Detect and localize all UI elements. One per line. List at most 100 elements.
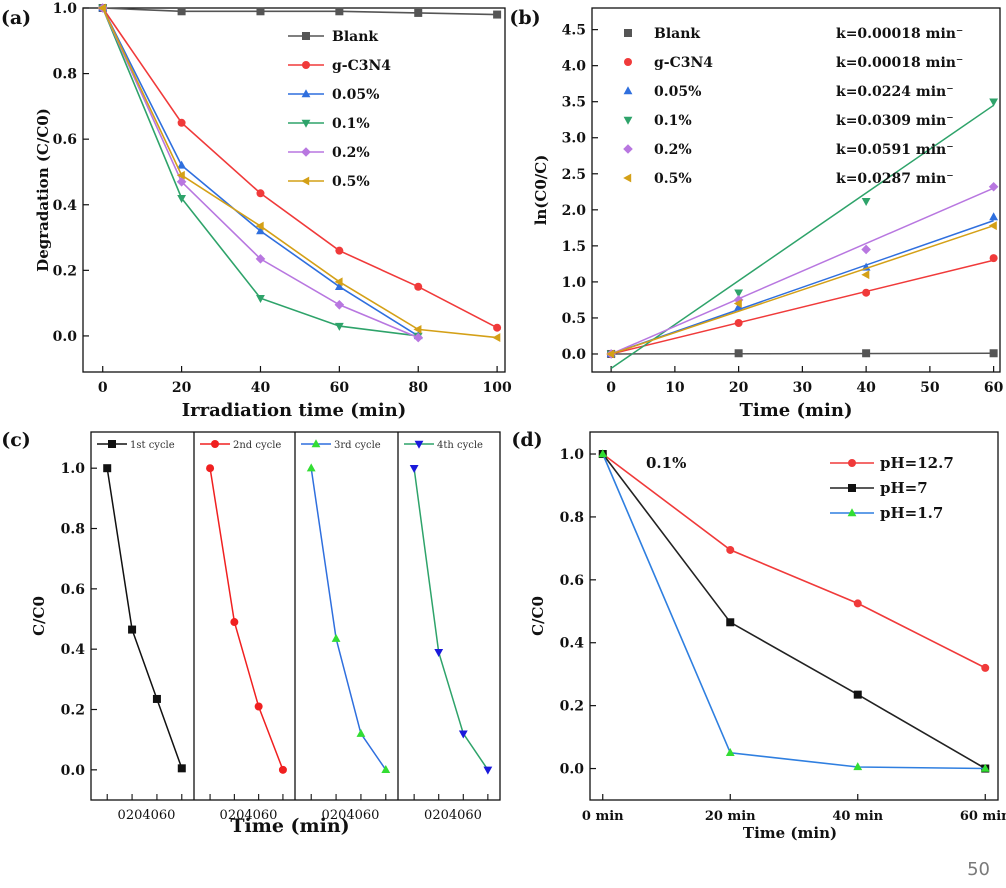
panel-b-legend-marker: [624, 58, 632, 66]
panel-a-legend-label: 0.1%: [332, 116, 370, 132]
panel-c-legend-label: 3rd cycle: [334, 440, 381, 451]
panel-b-ytick-label: 2.0: [562, 203, 587, 219]
panel-d-frame: [589, 431, 999, 801]
panel-d-ytick-label: 0.8: [560, 510, 584, 526]
panel-d-data-point: [598, 449, 608, 458]
panel-a-data-point: [256, 189, 265, 198]
panel-a-xtick-label: 40: [251, 380, 271, 396]
panel-d-xtick-label: 20 min: [705, 809, 756, 824]
panel-c-xtick-label: 0204060: [220, 808, 278, 823]
panel-c-ytick-label: 0.0: [61, 763, 86, 779]
panel-a-frame: [82, 7, 506, 373]
panel-c-data-point: [152, 694, 161, 703]
panel-b-legend-label: g-C3N4: [654, 55, 713, 71]
panel-b-xtick-label: 60: [984, 380, 1004, 396]
panel-a-data-point: [414, 8, 423, 17]
panel-a-data-point: [255, 254, 266, 264]
panel-b-data-point: [861, 270, 870, 280]
panel-a-data-point: [334, 322, 344, 331]
panel-b-data-point: [734, 302, 744, 311]
panel-b-legend-label: 0.2%: [654, 142, 692, 158]
panel-d-series-line: [602, 453, 986, 770]
panel-b-legend-marker: [623, 144, 633, 154]
panel-b-data-point: [988, 221, 997, 231]
panel-a-data-point: [176, 177, 187, 187]
panel-c-data-point: [381, 765, 391, 774]
panel-c-data-point: [177, 764, 186, 773]
panel-a-data-point: [414, 282, 423, 291]
panel-b-xtick-label: 50: [920, 380, 940, 396]
panel-c-ylabel: C/C0: [30, 596, 48, 636]
panel-c-legend-marker: [108, 440, 116, 448]
panel-a-legend-label: 0.2%: [332, 145, 370, 161]
panel-d-legend-label: pH=12.7: [880, 454, 954, 472]
panel-a-label: (a): [1, 7, 31, 29]
panel-b-rate-constant: k=0.0309 min⁻: [836, 113, 954, 129]
panel-a-data-point: [335, 7, 344, 16]
panel-a-data-point: [334, 277, 343, 287]
panel-a-xlabel: Irradiation time (min): [182, 400, 407, 421]
panel-b-xtick-label: 30: [793, 380, 813, 396]
panel-c-cycle-line: [310, 468, 387, 771]
panel-a-legend-label: g-C3N4: [332, 58, 391, 74]
panel-c-legend-label: 2nd cycle: [233, 440, 281, 451]
panel-d-ytick-label: 0.4: [560, 636, 585, 652]
panel-d-data-point: [853, 690, 862, 699]
panel-c-ytick-label: 0.6: [61, 582, 85, 598]
panel-d-xtick-label: 60 min: [960, 809, 1006, 824]
panel-c-data-point: [458, 730, 468, 739]
panel-b-data-point: [989, 98, 999, 107]
panel-b-xtick-label: 0: [606, 380, 616, 396]
panel-d-xtick-label: 0 min: [582, 809, 624, 824]
panel-a-ylabel: Degradation (C/C0): [34, 108, 52, 272]
panel-b-data-point: [862, 288, 871, 297]
panel-c-label: (c): [1, 429, 31, 451]
panel-b-rate-constant: k=0.00018 min⁻: [836, 26, 963, 42]
panel-b-data-point: [989, 349, 998, 358]
panel-c-data-point: [434, 648, 444, 657]
panel-b-data-point: [861, 244, 871, 255]
panel-a-legend-marker: [302, 32, 310, 40]
panel-b-fit-line: [610, 259, 994, 355]
panel-c-ytick-label: 0.2: [61, 703, 85, 719]
panel-b-ytick-label: 1.5: [562, 239, 586, 255]
panel-d-label: (d): [511, 429, 542, 451]
panel-b-rate-constant: k=0.0224 min⁻: [836, 84, 954, 100]
panel-c-data-point: [356, 728, 366, 737]
panel-b-legend-marker: [624, 29, 632, 37]
panel-a-legend-label: 0.5%: [332, 174, 370, 190]
panel-d-xtick-label: 40 min: [832, 809, 883, 824]
panel-b-data-point: [861, 197, 871, 206]
panel-a-legend-marker: [301, 176, 310, 186]
panel-d-data-point: [853, 599, 862, 608]
panel-b-data-point: [989, 212, 999, 221]
panel-b-data-point: [734, 349, 743, 358]
panel-b-ytick-label: 4.0: [562, 59, 587, 75]
panel-a-ytick-label: 0.6: [53, 132, 77, 148]
panel-d-xlabel: Time (min): [743, 824, 837, 842]
panel-b-ytick-label: 0.0: [562, 347, 587, 363]
panel-a-ytick-label: 0.2: [53, 263, 77, 279]
panel-c-data-point: [331, 633, 341, 642]
panel-c-xlabel: Time (min): [230, 815, 349, 837]
panel-c-cycle-line: [209, 468, 284, 771]
panel-a-legend-marker: [302, 61, 310, 69]
panel-a-ytick-label: 1.0: [53, 1, 78, 17]
panel-c-ytick-label: 1.0: [61, 461, 86, 477]
panel-b-rate-constant: k=0.0287 min⁻: [836, 171, 954, 187]
panel-a-xtick-label: 100: [482, 380, 511, 396]
panel-a-data-point: [493, 323, 502, 332]
panel-b-ytick-label: 4.5: [562, 23, 586, 39]
panel-b-data-point: [988, 181, 999, 192]
panel-b-xlabel: Time (min): [739, 400, 852, 421]
panel-d-ylabel: C/C0: [529, 596, 547, 636]
panel-a-legend-marker: [301, 147, 311, 157]
panel-b-data-point: [733, 299, 742, 308]
panel-d-legend-label: pH=7: [880, 479, 928, 497]
panel-a-data-point: [256, 295, 265, 304]
panel-b-rate-constant: k=0.00018 min⁻: [836, 55, 963, 71]
panel-b-legend-marker: [623, 116, 633, 125]
panel-b-legend-label: 0.1%: [654, 113, 692, 129]
panel-a-legend-marker: [301, 119, 311, 128]
